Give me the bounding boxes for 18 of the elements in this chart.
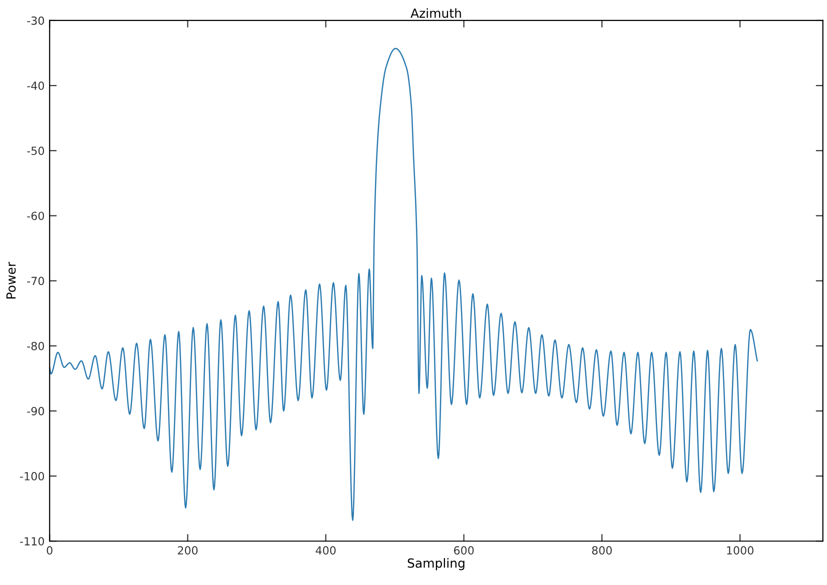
y-tick-label: -110	[20, 537, 44, 546]
x-tick-label: 800	[592, 546, 612, 555]
y-tick-label: -50	[27, 146, 44, 156]
y-tick-label: -60	[27, 212, 44, 220]
y-tick-label: -80	[27, 342, 44, 350]
y-tick-label: -90	[27, 406, 44, 416]
y-tick-label: -30	[27, 16, 44, 25]
x-tick-label: 400	[316, 546, 336, 555]
y-tick-label: -40	[27, 82, 44, 90]
x-tick-label: 1000	[727, 546, 754, 555]
x-axis-title: Sampling	[408, 558, 464, 570]
y-tick-label: -70	[27, 276, 44, 286]
y-tick-label: -100	[20, 472, 44, 480]
x-tick-label: 0	[46, 546, 52, 555]
x-tick-label: 600	[454, 546, 474, 555]
chart-title: Azimuth	[410, 8, 461, 18]
x-tick-label: 200	[178, 546, 198, 555]
y-axis-title: Power	[6, 262, 16, 298]
